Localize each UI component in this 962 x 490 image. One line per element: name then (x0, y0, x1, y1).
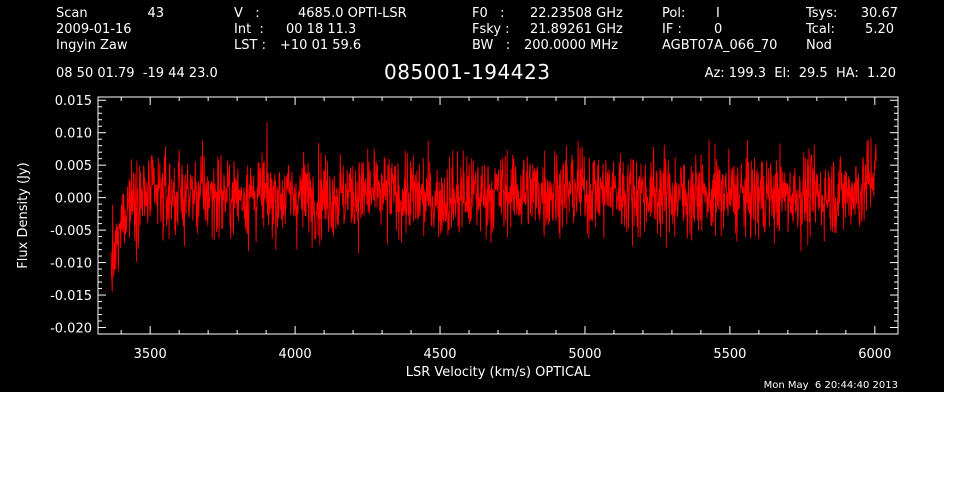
y-tick-label: 0.010 (55, 127, 92, 142)
bandwidth-value: 200.0000 MHz (524, 38, 618, 53)
f0-label: F0 : (472, 6, 505, 21)
integration-value: 00 18 11.3 (286, 22, 357, 37)
project-id: AGBT07A_066_70 (662, 38, 778, 53)
plot-window: Scan 43 2009-01-16 Ingyin Zaw V : 4685.0… (0, 0, 944, 392)
timestamp: Mon May 6 20:44:40 2013 (763, 380, 898, 391)
observer-name: Ingyin Zaw (56, 38, 128, 53)
y-tick-label: 0.005 (55, 159, 92, 174)
y-tick-label: -0.020 (50, 322, 92, 337)
spectrum-chart: 3500 4000 4500 5000 5500 6000 0.015 0.010 0.005… (16, 94, 899, 380)
lst-value: +10 01 59.6 (280, 38, 362, 53)
f0-value: 22.23508 GHz (530, 6, 623, 21)
velocity-value: 4685.0 OPTI-LSR (298, 6, 407, 21)
x-tick-label: 4500 (423, 347, 456, 362)
spectrum-line (110, 122, 877, 292)
tcal-label: Tcal: (806, 22, 835, 37)
velocity-label: V : (234, 6, 260, 21)
x-axis-title: LSR Velocity (km/s) OPTICAL (406, 365, 591, 380)
y-tick-label: 0.015 (55, 94, 92, 109)
az-el-ha-readout: Az: 199.3 El: 29.5 HA: 1.20 (704, 66, 896, 81)
spectrum-series (110, 122, 877, 292)
if-label: IF : (662, 22, 682, 37)
x-tick-label: 3500 (134, 347, 167, 362)
tcal-value: 5.20 (865, 22, 894, 37)
y-tick-label: -0.005 (50, 224, 92, 239)
scan-number: 43 (147, 6, 164, 21)
x-tick-label: 5500 (713, 347, 746, 362)
x-tick-label: 6000 (858, 347, 891, 362)
tsys-value: 30.67 (860, 6, 898, 21)
tsys-label: Tsys: (806, 6, 838, 21)
y-tick-label: -0.010 (50, 257, 92, 272)
fsky-label: Fsky : (472, 22, 510, 37)
chart-title: 085001-194423 (384, 60, 551, 84)
x-tick-label: 4000 (279, 347, 312, 362)
observation-date: 2009-01-16 (56, 22, 132, 37)
y-tick-label: -0.015 (50, 289, 92, 304)
lst-label: LST : (234, 38, 266, 53)
y-tick-label: 0.000 (55, 192, 92, 207)
y-axis-title: Flux Density (Jy) (16, 162, 31, 268)
x-tick-label: 5000 (568, 347, 601, 362)
fsky-value: 21.89261 GHz (530, 22, 623, 37)
scan-label: Scan (56, 6, 88, 21)
source-coordinates: 08 50 01.79 -19 44 23.0 (56, 66, 218, 81)
pol-value: I (716, 6, 720, 21)
y-axis: 0.015 0.010 0.005 0.000 -0.005 -0.010 -0.015 -0… (50, 94, 898, 337)
if-value: 0 (714, 22, 723, 37)
observing-mode: Nod (806, 38, 832, 53)
bandwidth-label: BW : (472, 38, 511, 53)
integration-label: Int : (234, 22, 264, 37)
pol-label: Pol: (662, 6, 686, 21)
x-axis: 3500 4000 4500 5000 5500 6000 (120, 97, 891, 362)
